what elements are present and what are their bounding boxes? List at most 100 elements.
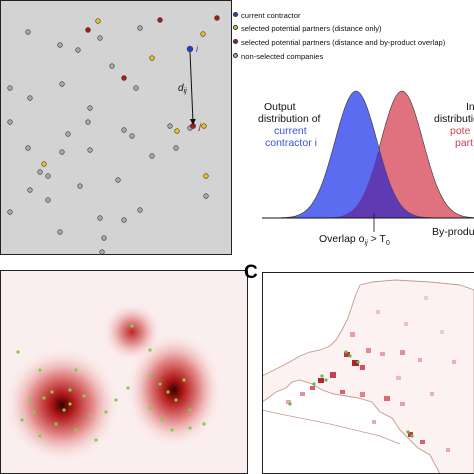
company-dot-b <box>28 398 32 402</box>
legend-item-distance-and-overlap: selected potential partners (distance an… <box>233 38 446 47</box>
non-selected-company-dot <box>7 85 13 91</box>
company-dot-b <box>126 386 130 390</box>
non-selected-company-dot <box>167 123 173 129</box>
non-selected-company-dot <box>87 147 93 153</box>
density-cell <box>418 358 422 362</box>
output-label-line3: current <box>274 125 307 137</box>
non-selected-company-dot <box>37 169 43 175</box>
company-dot-b <box>114 398 118 402</box>
non-selected-company-dot <box>173 145 179 151</box>
yellow-dot-icon <box>233 25 238 30</box>
overlap-label: Overlap oij > T0 <box>319 233 390 248</box>
density-cell <box>360 392 365 397</box>
density-cell <box>340 390 345 394</box>
company-dot-c <box>410 434 414 438</box>
legend-label: selected potential partners (distance an… <box>241 38 446 47</box>
company-dot-b <box>148 406 152 410</box>
density-cell <box>404 322 408 326</box>
density-cell <box>350 332 355 337</box>
non-selected-company-dot <box>59 149 65 155</box>
non-selected-company-dot <box>57 42 63 48</box>
non-selected-company-dot <box>149 153 155 159</box>
company-dot-b <box>188 426 192 430</box>
company-dot-b <box>16 350 20 354</box>
company-dot-b <box>160 418 164 422</box>
company-dot-b <box>158 382 162 386</box>
company-dot-b <box>68 402 72 406</box>
non-selected-company-dot <box>133 85 139 91</box>
company-dot-b <box>88 414 92 418</box>
input-label-line2: distributio <box>434 113 474 125</box>
label-dij: dij <box>178 83 187 95</box>
heatmap-panel-b <box>0 270 248 474</box>
non-selected-company-dot <box>25 145 31 151</box>
panel-letter-c: C <box>244 262 258 283</box>
density-cell <box>376 310 380 314</box>
non-selected-company-dot <box>137 25 143 31</box>
company-dot-b <box>62 408 66 412</box>
distance-only-partner-dot <box>201 123 207 129</box>
non-selected-company-dot <box>87 105 93 111</box>
output-label-line2: distribution of <box>258 113 321 125</box>
company-dot-b <box>82 394 86 398</box>
output-label-line4: contractor i <box>265 137 317 149</box>
label-j: j <box>198 121 202 131</box>
distance-only-partner-dot <box>41 161 47 167</box>
non-selected-company-dot <box>7 209 13 215</box>
distance-only-partner-dot <box>203 173 209 179</box>
density-cell <box>452 360 456 364</box>
company-dots-b <box>16 324 206 442</box>
red-dot-icon <box>233 39 238 44</box>
non-selected-company-dot <box>45 173 51 179</box>
map-density-cells <box>286 296 456 452</box>
legend-item-non-selected: non-selected companies <box>233 52 323 61</box>
company-dot-b <box>104 410 108 414</box>
non-selected-company-dot <box>57 229 63 235</box>
density-cell <box>318 378 324 383</box>
byproduct-axis-label: By-produ <box>432 226 474 238</box>
company-dot-c <box>344 350 348 354</box>
company-dot-b <box>74 368 78 372</box>
label-i: i <box>196 44 199 54</box>
density-cell <box>424 296 428 300</box>
partner-j-dot <box>190 123 196 129</box>
non-selected-company-dot <box>75 47 81 53</box>
coastline-outline <box>262 279 474 474</box>
company-dot-b <box>42 396 46 400</box>
company-dot-b <box>148 348 152 352</box>
company-dot-c <box>312 382 316 386</box>
non-selected-company-dot <box>101 235 107 241</box>
density-cell <box>396 376 401 380</box>
density-cell <box>420 440 425 444</box>
company-dot-b <box>50 390 54 394</box>
non-selected-company-dot <box>97 215 103 221</box>
non-selected-company-dot <box>59 81 65 87</box>
company-dot-b <box>20 418 24 422</box>
company-dot-b <box>94 438 98 442</box>
non-selected-company-dot <box>65 131 71 137</box>
company-dot-c <box>356 360 360 364</box>
density-cell <box>300 392 305 396</box>
density-cell <box>310 386 315 390</box>
density-cell <box>408 432 413 437</box>
density-cell <box>360 365 365 370</box>
non-selected-company-dot <box>27 187 33 193</box>
density-cell <box>446 448 450 452</box>
company-dots-c <box>288 350 414 438</box>
non-selected-company-dot <box>45 197 51 203</box>
company-dot-b <box>188 408 192 412</box>
company-dot-b <box>74 428 78 432</box>
company-dot-b <box>32 410 36 414</box>
density-cell <box>400 402 405 406</box>
blue-dot-icon <box>233 12 238 17</box>
company-dot-c <box>324 378 328 382</box>
legend-label: current contractor <box>241 11 301 20</box>
density-cell <box>430 392 434 396</box>
map-panel-c <box>262 272 474 474</box>
company-dot-b <box>202 422 206 426</box>
non-selected-company-dot <box>77 183 83 189</box>
company-dot-b <box>148 374 152 378</box>
company-dot-b <box>54 422 58 426</box>
overlap-partner-dot <box>121 75 127 81</box>
